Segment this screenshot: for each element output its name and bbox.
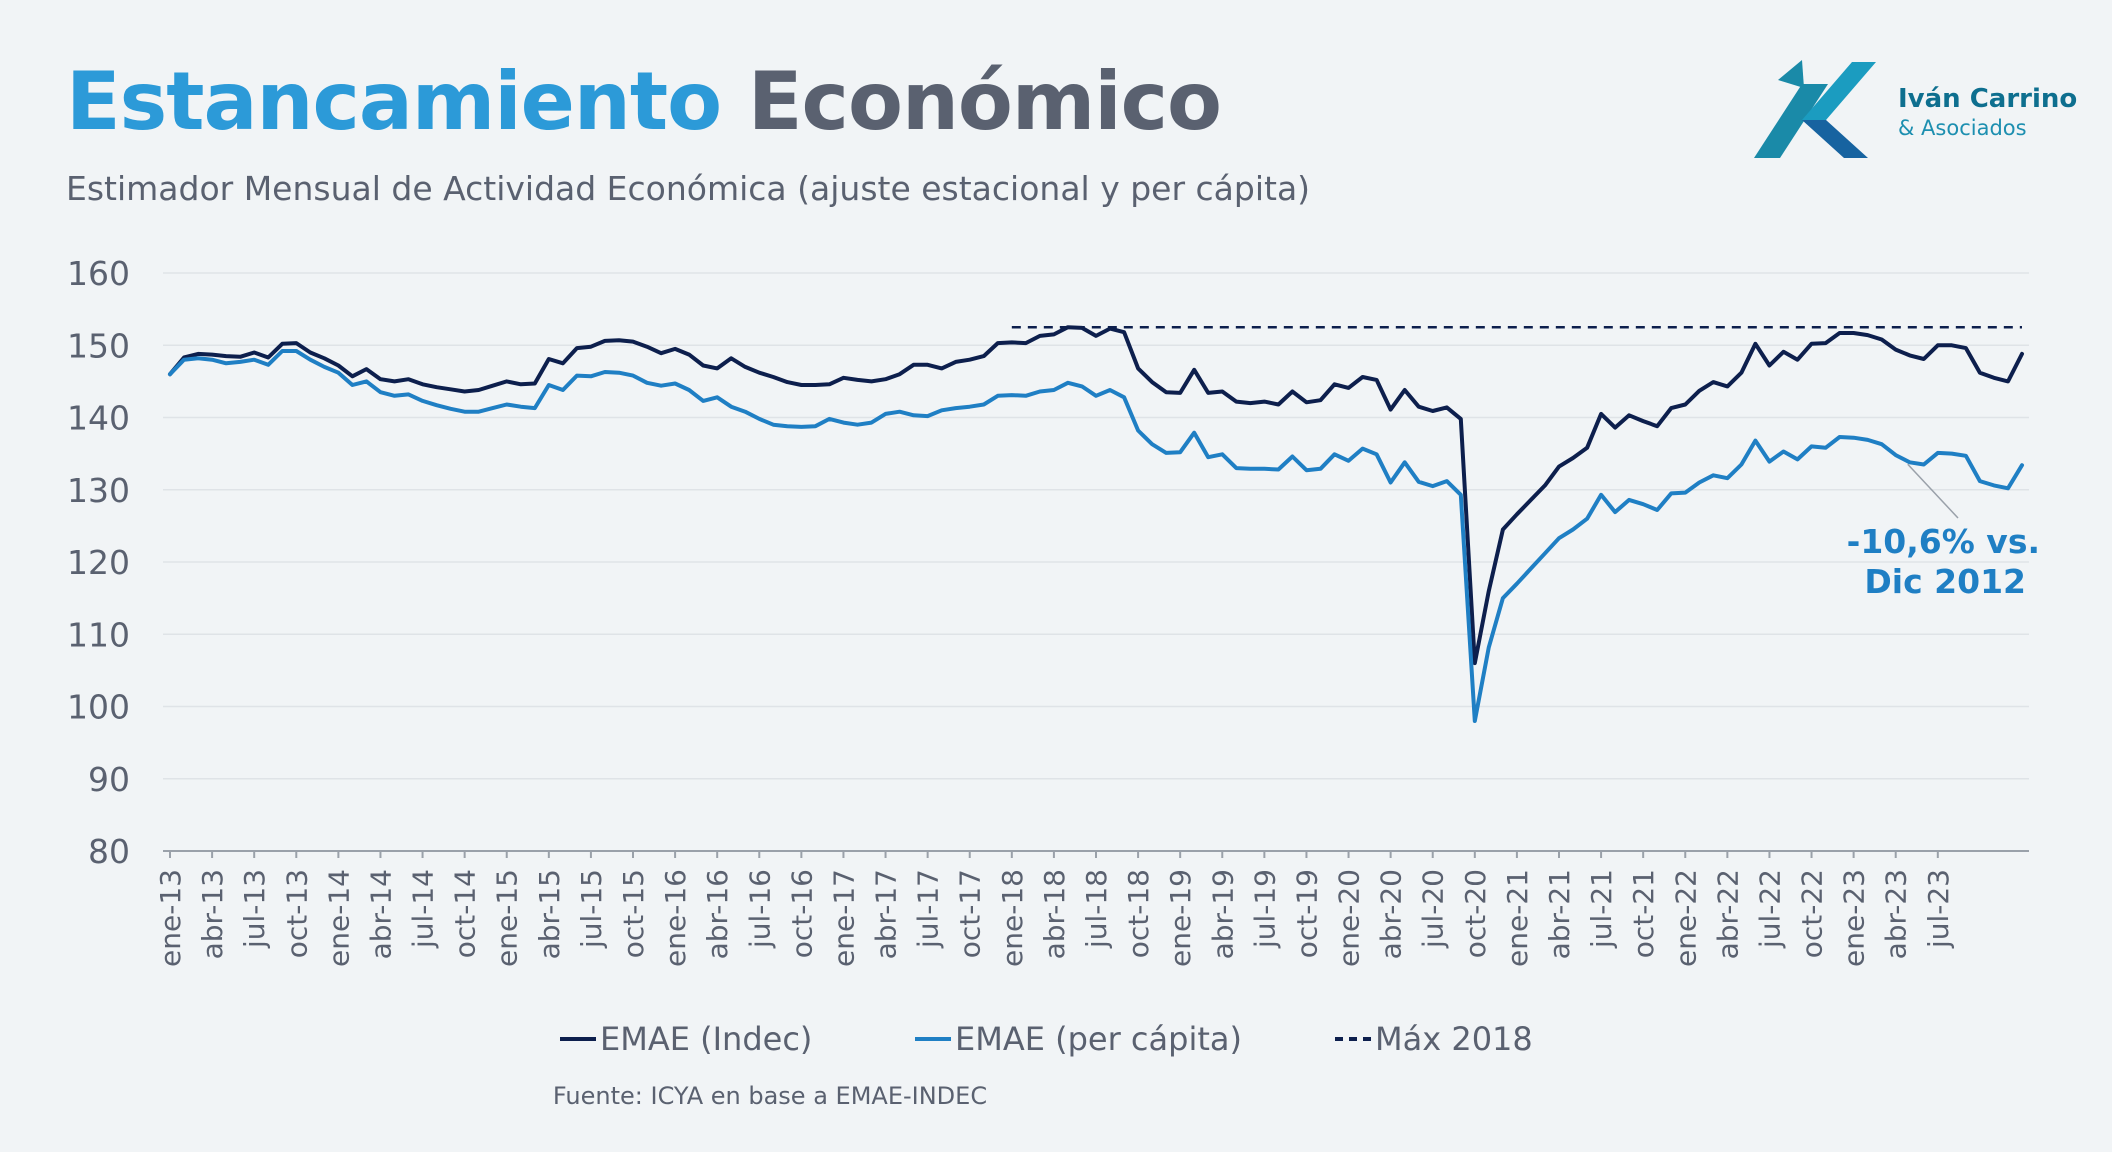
x-tick-label: oct-18	[1122, 869, 1155, 958]
x-tick-label: jul-17	[912, 869, 945, 949]
x-tick-label: ene-18	[996, 869, 1029, 967]
x-tick-label: oct-14	[449, 869, 482, 958]
y-tick-label: 80	[88, 832, 130, 871]
x-tick-label: abr-14	[364, 869, 397, 959]
chart-subtitle: Estimador Mensual de Actividad Económica…	[66, 169, 1311, 208]
x-tick-label: abr-21	[1543, 869, 1576, 959]
x-tick-label: abr-13	[196, 869, 229, 959]
y-tick-label: 130	[67, 471, 130, 510]
x-tick-label: ene-14	[322, 869, 355, 967]
y-tick-label: 120	[67, 543, 130, 582]
x-tick-label: jul-15	[575, 869, 608, 949]
x-tick-label: ene-20	[1333, 869, 1366, 967]
x-tick-label: oct-19	[1290, 869, 1323, 958]
series-emae-percapita-line	[168, 349, 2024, 723]
x-tick-label: abr-15	[533, 869, 566, 959]
x-tick-label: ene-21	[1501, 869, 1534, 967]
x-tick-label: ene-19	[1164, 869, 1197, 967]
y-tick-label: 140	[67, 399, 130, 438]
brand-name: Iván Carrino	[1898, 84, 2078, 114]
y-tick-label: 100	[67, 688, 130, 727]
x-tick-label: ene-17	[827, 869, 860, 967]
y-tick-label: 110	[67, 615, 130, 654]
legend-label-3: Máx 2018	[1375, 1020, 1533, 1058]
x-tick-label: ene-16	[659, 869, 692, 967]
y-tick-label: 90	[88, 760, 130, 799]
x-tick-label: abr-17	[870, 869, 903, 959]
x-tick-label: jul-20	[1417, 869, 1450, 949]
x-tick-label: abr-18	[1038, 869, 1071, 959]
legend-label-2: EMAE (per cápita)	[955, 1020, 1242, 1058]
y-tick-label: 150	[67, 326, 130, 365]
x-tick-label: oct-20	[1459, 869, 1492, 958]
x-tick-label: jul-19	[1248, 869, 1281, 949]
x-tick-label: jul-16	[743, 869, 776, 949]
x-tick-label: oct-15	[617, 869, 650, 958]
x-tick-label: abr-22	[1711, 869, 1744, 959]
x-tick-label: abr-23	[1880, 869, 1913, 959]
x-tick-label: oct-17	[954, 869, 987, 958]
chart-title: Estancamiento Económico	[66, 62, 1222, 142]
annotation-leader-line	[1907, 463, 1959, 519]
legend-label-1: EMAE (Indec)	[600, 1020, 812, 1058]
x-tick-label: jul-22	[1753, 869, 1786, 949]
x-tick-label: jul-14	[407, 869, 440, 949]
x-tick-label: ene-22	[1669, 869, 1702, 967]
brand-subtitle: & Asociados	[1898, 116, 2027, 140]
x-tick-label: abr-16	[701, 869, 734, 959]
x-tick-label: jul-18	[1080, 869, 1113, 949]
annotation-line-1: -10,6% vs.	[1847, 522, 2040, 561]
title-part-2: Económico	[747, 55, 1222, 148]
x-tick-label: abr-19	[1206, 869, 1239, 959]
brand-logo-icon	[1754, 60, 1876, 158]
x-tick-label: oct-16	[785, 869, 818, 958]
x-tick-label: ene-13	[154, 869, 187, 967]
x-tick-label: oct-21	[1627, 869, 1660, 958]
x-tick-label: jul-23	[1922, 869, 1955, 949]
x-tick-label: ene-15	[491, 869, 524, 967]
series-emae-indec-line	[168, 325, 2024, 666]
x-tick-label: ene-23	[1838, 869, 1871, 967]
y-tick-label: 160	[67, 254, 130, 293]
x-tick-label: jul-13	[238, 869, 271, 949]
x-tick-label: abr-20	[1375, 869, 1408, 959]
x-tick-label: jul-21	[1585, 869, 1618, 949]
source-note: Fuente: ICYA en base a EMAE-INDEC	[552, 1082, 988, 1110]
annotation-line-2: Dic 2012	[1864, 562, 2026, 601]
x-tick-label: oct-22	[1796, 869, 1829, 958]
x-tick-label: oct-13	[280, 869, 313, 958]
title-part-1: Estancamiento	[66, 55, 722, 148]
